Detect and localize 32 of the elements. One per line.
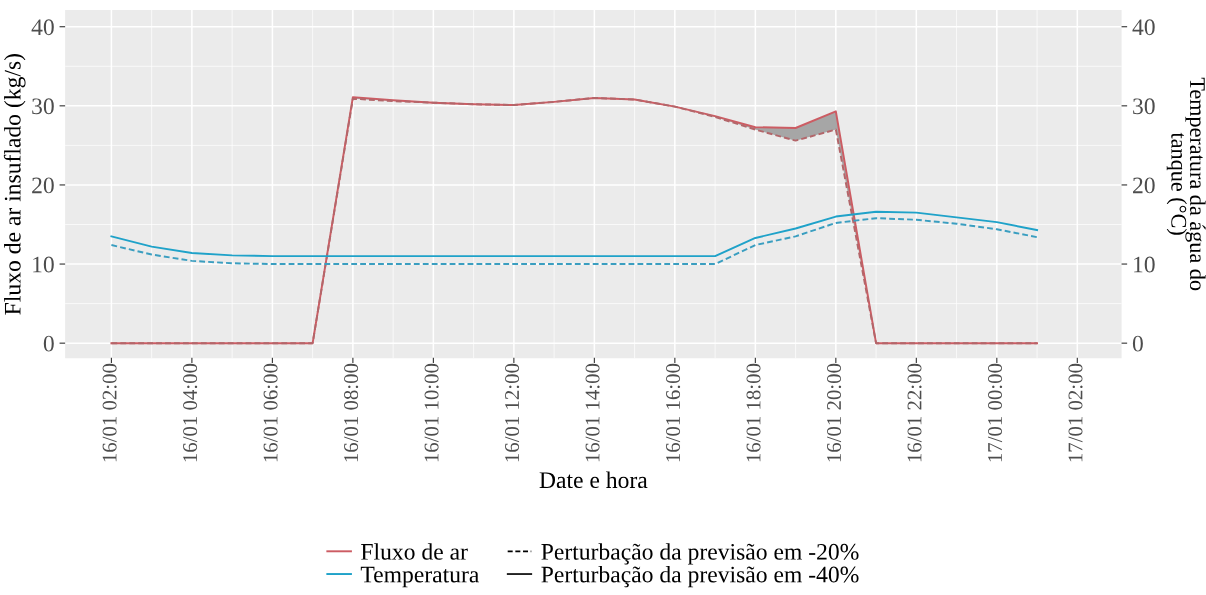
x-tick-label: 16/01 12:00	[505, 363, 520, 462]
y-tick-label: 20	[32, 177, 54, 194]
line-series	[110, 210, 1039, 258]
x-tick-label: 16/01 04:00	[183, 363, 198, 462]
y2-tick-label: 0	[1132, 335, 1143, 352]
x-tick-label: 16/01 02:00	[102, 363, 117, 462]
x-tick-label: 16/01 20:00	[826, 363, 842, 462]
y-tick-label: 40	[31, 19, 54, 36]
text: Perturbação da previsão em -40%	[541, 565, 859, 588]
y2-tick-label: 30	[1133, 98, 1155, 115]
y2-tick-label: 10	[1134, 256, 1155, 273]
x-tick-label: 16/01 18:00	[746, 363, 761, 462]
x-axis-title: Date e hora	[539, 471, 648, 489]
x-tick-label: 16/01 08:00	[344, 363, 359, 462]
y-tick-label: 30	[32, 98, 54, 115]
y-tick-label: 0	[43, 335, 54, 352]
y2-tick-label: 40	[1132, 19, 1155, 36]
legend-label: Fluxo de ar	[361, 543, 468, 560]
line-series	[110, 217, 1039, 266]
x-tick-label: 16/01 14:00	[585, 363, 600, 462]
x-tick-label: 16/01 16:00	[666, 363, 681, 462]
y2-tick-label: 20	[1133, 177, 1155, 194]
x-tick-label: 17/01 02:00	[1068, 363, 1083, 462]
y-tick-label: 10	[33, 256, 54, 273]
legend-label: Temperatura	[360, 566, 480, 588]
x-tick-label: 17/01 00:00	[987, 363, 1003, 462]
text: Perturbação da previsão em -20%	[541, 543, 859, 565]
x-tick-label: 16/01 22:00	[907, 363, 922, 462]
x-tick-label: 16/01 06:00	[263, 363, 278, 462]
y-axis-title: Fluxo de ar insuflado (kg/s)	[3, 54, 26, 315]
x-tick-label: 16/01 10:00	[424, 363, 439, 462]
y2-axis-title: Temperatura da água do tanque (°C)	[1166, 77, 1206, 291]
